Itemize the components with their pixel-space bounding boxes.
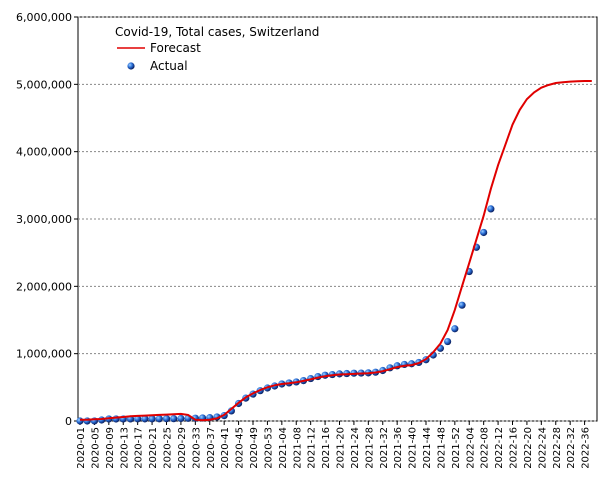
data-point — [444, 337, 452, 346]
x-tick-label: 2020-53 — [263, 427, 274, 469]
x-tick-label: 2022-36 — [581, 427, 592, 469]
x-tick-label: 2021-08 — [292, 427, 303, 469]
x-tick-label: 2022-08 — [480, 427, 491, 469]
x-tick-label: 2020-49 — [249, 427, 260, 469]
x-tick-label: 2022-20 — [523, 427, 534, 469]
data-point — [227, 407, 235, 415]
x-tick-label: 2021-12 — [307, 427, 318, 469]
x-tick-label: 2022-04 — [465, 427, 476, 469]
x-tick-label: 2020-25 — [163, 427, 174, 469]
y-tick-label: 1,000,000 — [16, 348, 72, 361]
x-tick-label: 2022-24 — [537, 427, 548, 469]
x-tick-label: 2020-09 — [105, 427, 116, 469]
x-tick-label: 2020-01 — [76, 427, 87, 469]
data-point — [177, 414, 185, 423]
data-point — [458, 301, 466, 309]
x-tick-label: 2020-45 — [235, 427, 246, 469]
data-point — [155, 415, 163, 423]
legend-marker — [127, 62, 135, 70]
x-tick-label: 2022-16 — [509, 427, 520, 469]
x-tick-label: 2021-16 — [321, 427, 332, 469]
x-tick-label: 2021-52 — [451, 427, 462, 469]
x-tick-label: 2021-32 — [379, 427, 390, 469]
x-tick-label: 2020-21 — [148, 427, 159, 469]
x-tick-label: 2021-48 — [436, 427, 447, 469]
x-tick-label: 2022-28 — [552, 427, 563, 469]
y-tick-label: 6,000,000 — [16, 11, 72, 24]
chart-title: Covid-19, Total cases, Switzerland — [115, 25, 319, 39]
y-tick-label: 4,000,000 — [16, 146, 72, 159]
data-point — [141, 415, 149, 423]
x-tick-label: 2021-04 — [278, 427, 289, 469]
data-point — [83, 417, 91, 425]
data-point — [170, 415, 178, 423]
data-point — [76, 417, 84, 425]
x-tick-label: 2020-17 — [134, 427, 145, 469]
x-tick-label: 2020-05 — [90, 427, 101, 469]
y-tick-label: 5,000,000 — [16, 78, 72, 91]
x-tick-label: 2021-20 — [336, 427, 347, 469]
x-tick-label: 2021-44 — [422, 427, 433, 469]
data-point — [451, 325, 459, 333]
x-tick-label: 2020-13 — [119, 427, 130, 469]
x-tick-label: 2022-32 — [566, 427, 577, 469]
data-point — [148, 415, 156, 423]
y-tick-label: 3,000,000 — [16, 213, 72, 226]
data-point — [162, 415, 171, 423]
y-tick-label: 2,000,000 — [16, 280, 72, 293]
x-tick-label: 2020-41 — [220, 427, 231, 469]
x-tick-label: 2020-33 — [191, 427, 202, 469]
x-tick-label: 2021-36 — [393, 427, 404, 469]
x-tick-label: 2021-24 — [350, 427, 361, 469]
data-point — [487, 205, 495, 213]
x-tick-label: 2021-28 — [364, 427, 375, 469]
x-tick-label: 2020-37 — [206, 427, 217, 469]
x-tick-label: 2020-29 — [177, 427, 188, 469]
x-tick-label: 2021-40 — [408, 427, 419, 469]
legend-label: Actual — [150, 59, 188, 73]
x-tick-label: 2022-12 — [494, 427, 505, 469]
data-point — [480, 228, 488, 237]
forecast-line — [80, 80, 592, 422]
y-tick-label: 0 — [65, 415, 72, 428]
data-point — [134, 415, 142, 423]
legend-label: Forecast — [150, 41, 201, 55]
